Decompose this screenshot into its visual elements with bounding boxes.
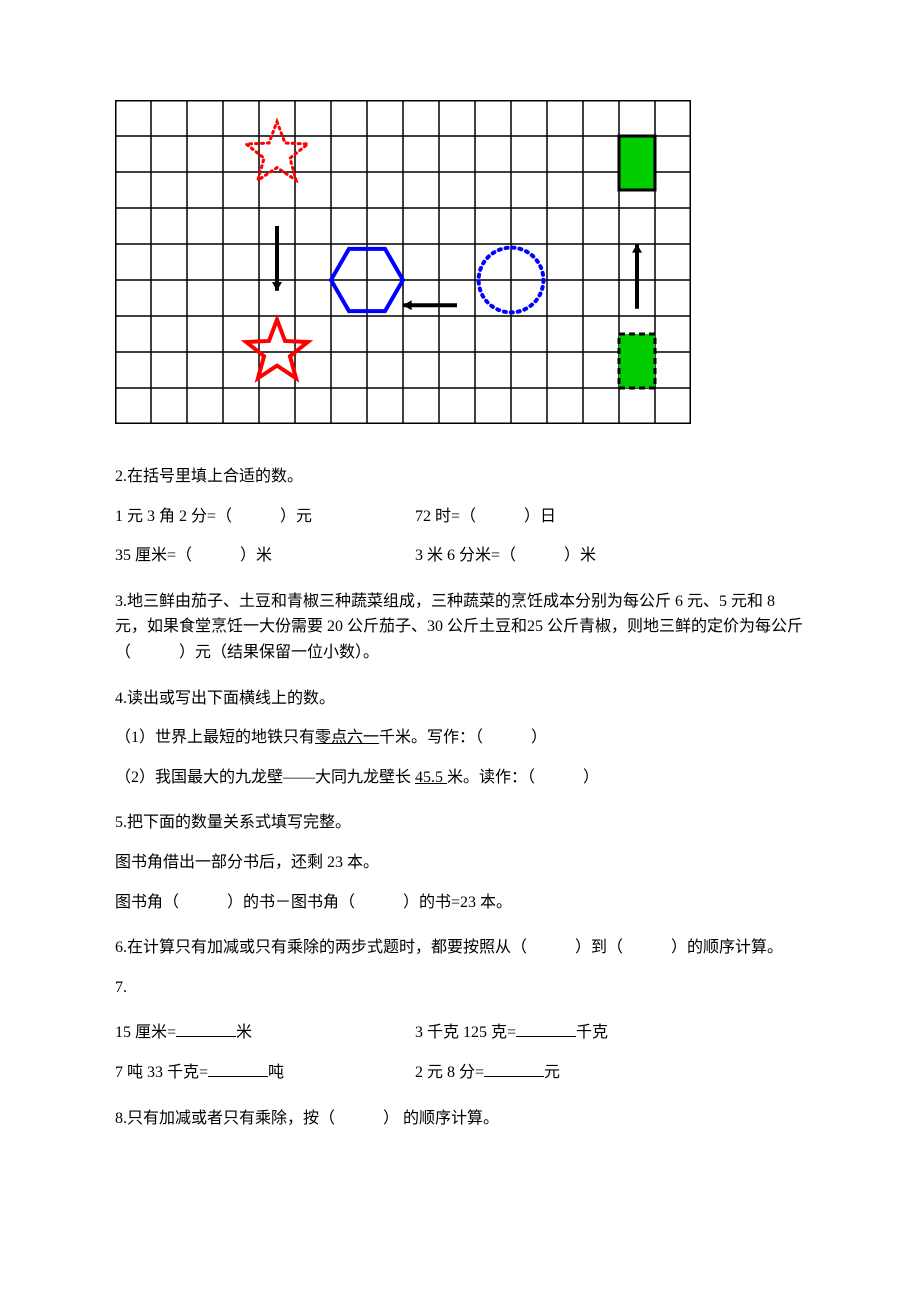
blank <box>516 1021 576 1037</box>
q6-line2: 7. <box>115 975 805 1001</box>
question-3: 3.地三鲜由茄子、土豆和青椒三种蔬菜组成，三种蔬菜的烹饪成本分别为每公斤 6 元… <box>115 589 805 666</box>
blank <box>208 1061 268 1077</box>
q2-heading: 2.在括号里填上合适的数。 <box>115 464 805 490</box>
q7-r2-lb: 吨 <box>268 1064 284 1081</box>
q4-heading: 4.读出或写出下面横线上的数。 <box>115 686 805 712</box>
q7-r2-right: 2 元 8 分= 元 <box>415 1060 560 1086</box>
q4-l1-post: 千米。写作：（ ） <box>379 729 547 746</box>
q5-heading: 5.把下面的数量关系式填写完整。 <box>115 810 805 836</box>
q4-line1: （1）世界上最短的地铁只有零点六一千米。写作：（ ） <box>115 725 805 751</box>
question-6: 6.在计算只有加减或只有乘除的两步式题时，都要按照从（ ）到（ ）的顺序计算。 … <box>115 935 805 1000</box>
question-7: 15 厘米= 米 3 千克 125 克= 千克 7 吨 33 千克= 吨 2 元 8 … <box>115 1020 805 1085</box>
q4-l2-u: 45.5 <box>415 769 447 786</box>
q4-l1-u: 零点六一 <box>315 729 379 746</box>
question-8: 8.只有加减或者只有乘除，按（ ） 的顺序计算。 <box>115 1106 805 1132</box>
q7-r1-la: 15 厘米= <box>115 1024 176 1041</box>
q4-line2: （2）我国最大的九龙壁——大同九龙壁长 45.5 米。读作：（ ） <box>115 765 805 791</box>
q2-r2-left: 35 厘米=（ ）米 <box>115 543 375 569</box>
q7-r2-ra: 2 元 8 分= <box>415 1064 484 1081</box>
q4-l2-pre: （2）我国最大的九龙壁——大同九龙壁长 <box>115 769 415 786</box>
q7-r1-rb: 千克 <box>576 1024 608 1041</box>
q7-row2: 7 吨 33 千克= 吨 2 元 8 分= 元 <box>115 1060 805 1086</box>
q7-r2-la: 7 吨 33 千克= <box>115 1064 208 1081</box>
q7-r1-ra: 3 千克 125 克= <box>415 1024 516 1041</box>
q4-l2-post: 米。读作：（ ） <box>447 769 599 786</box>
grid-svg <box>115 100 691 424</box>
q8-text: 8.只有加减或者只有乘除，按（ ） 的顺序计算。 <box>115 1106 805 1132</box>
page-content: 2.在括号里填上合适的数。 1 元 3 角 2 分=（ ）元 72 时=（ ）日… <box>0 0 920 1211</box>
q2-r1-right: 72 时=（ ）日 <box>415 504 556 530</box>
q4-l1-pre: （1）世界上最短的地铁只有 <box>115 729 315 746</box>
blank <box>484 1061 544 1077</box>
q3-text: 3.地三鲜由茄子、土豆和青椒三种蔬菜组成，三种蔬菜的烹饪成本分别为每公斤 6 元… <box>115 589 805 666</box>
grid-diagram <box>115 100 805 424</box>
question-2: 2.在括号里填上合适的数。 1 元 3 角 2 分=（ ）元 72 时=（ ）日… <box>115 464 805 569</box>
question-4: 4.读出或写出下面横线上的数。 （1）世界上最短的地铁只有零点六一千米。写作：（… <box>115 686 805 791</box>
q2-row2: 35 厘米=（ ）米 3 米 6 分米=（ ）米 <box>115 543 805 569</box>
q7-r2-rb: 元 <box>544 1064 560 1081</box>
q2-row1: 1 元 3 角 2 分=（ ）元 72 时=（ ）日 <box>115 504 805 530</box>
q5-line2: 图书角（ ）的书－图书角（ ）的书=23 本。 <box>115 890 805 916</box>
q5-line1: 图书角借出一部分书后，还剩 23 本。 <box>115 850 805 876</box>
blank <box>176 1021 236 1037</box>
q7-r1-right: 3 千克 125 克= 千克 <box>415 1020 608 1046</box>
q6-line1: 6.在计算只有加减或只有乘除的两步式题时，都要按照从（ ）到（ ）的顺序计算。 <box>115 935 805 961</box>
q7-row1: 15 厘米= 米 3 千克 125 克= 千克 <box>115 1020 805 1046</box>
q2-r2-right: 3 米 6 分米=（ ）米 <box>415 543 596 569</box>
q7-r1-left: 15 厘米= 米 <box>115 1020 375 1046</box>
q7-r1-lb: 米 <box>236 1024 252 1041</box>
question-5: 5.把下面的数量关系式填写完整。 图书角借出一部分书后，还剩 23 本。 图书角… <box>115 810 805 915</box>
q7-r2-left: 7 吨 33 千克= 吨 <box>115 1060 375 1086</box>
q2-r1-left: 1 元 3 角 2 分=（ ）元 <box>115 504 375 530</box>
